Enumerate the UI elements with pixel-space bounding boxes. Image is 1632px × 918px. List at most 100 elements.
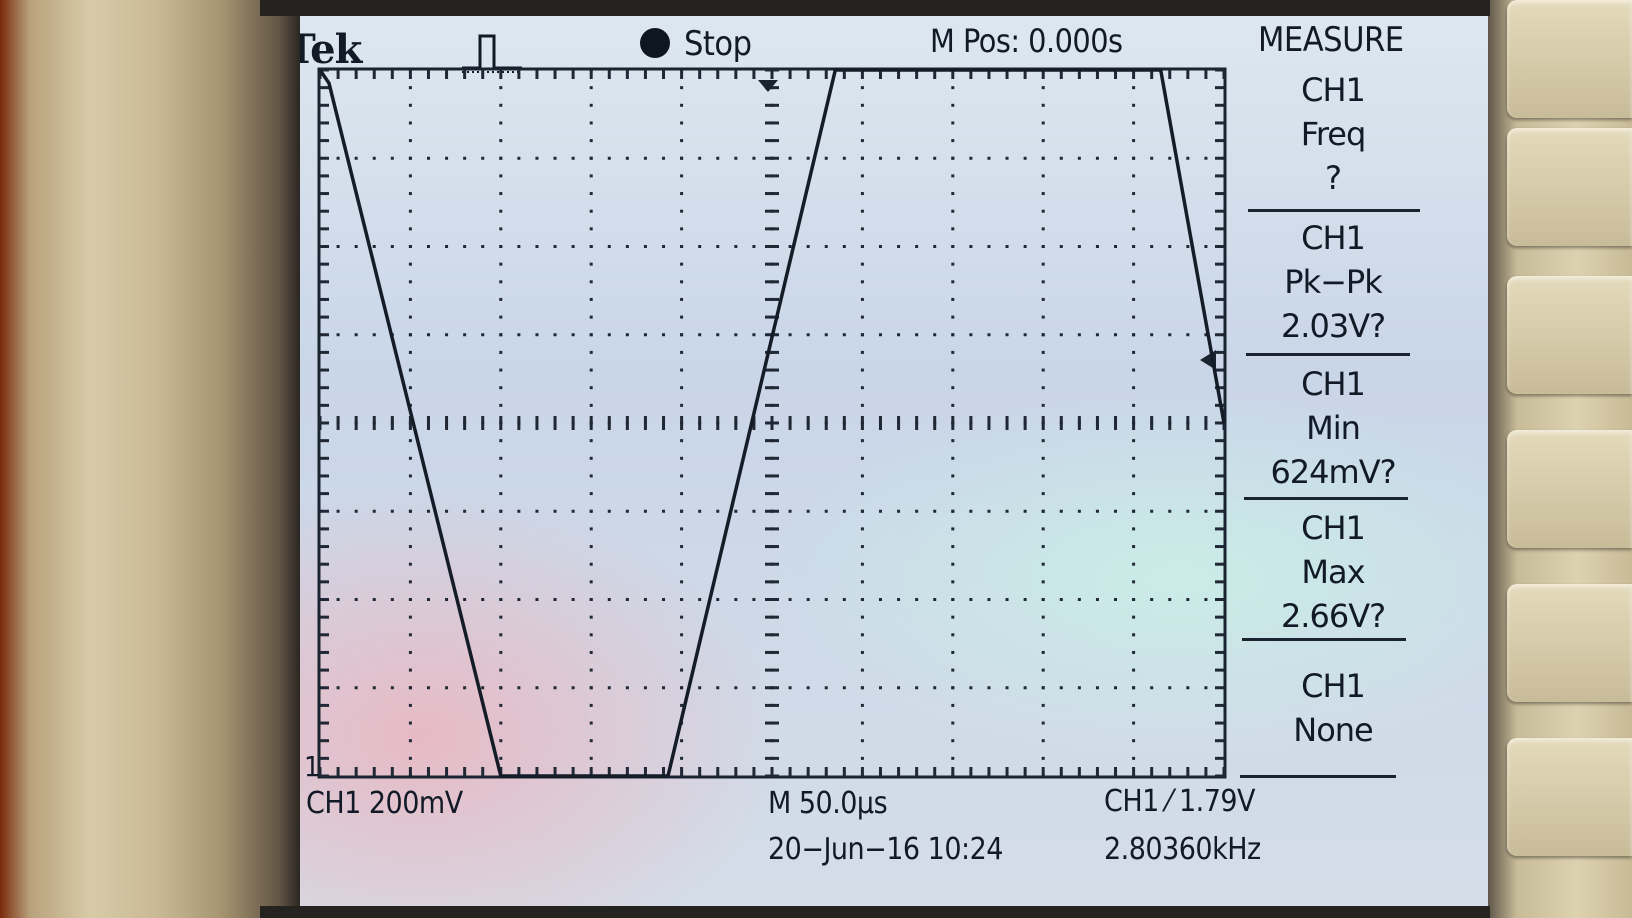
option-button-2[interactable]: [1507, 128, 1632, 246]
measurement-3[interactable]: CH1 Min 624mV?: [1240, 362, 1426, 494]
grid-dot: [1132, 245, 1136, 248]
border-tick: [1215, 439, 1224, 443]
grid-dot: [878, 509, 882, 513]
grid-dot: [499, 633, 503, 637]
grid-dot: [499, 474, 503, 478]
center-tick: [607, 416, 611, 430]
grid-dot: [1077, 686, 1081, 690]
grid-dot: [589, 474, 593, 478]
grid-dot: [860, 386, 864, 390]
grid-dot: [680, 262, 684, 266]
grid-dot: [860, 121, 864, 125]
grid-dot: [680, 174, 684, 178]
grid-dot: [860, 139, 864, 143]
measurement-2-source: CH1: [1301, 219, 1366, 257]
center-tick: [765, 598, 779, 601]
grid-dot: [680, 668, 684, 672]
grid-dot: [1077, 509, 1081, 513]
grid-dot: [408, 156, 412, 160]
border-tick: [1215, 68, 1224, 72]
center-tick: [408, 416, 412, 430]
grid-dot: [969, 333, 973, 337]
grid-dot: [680, 598, 684, 601]
border-tick: [320, 209, 329, 213]
grid-dot: [680, 192, 684, 196]
border-tick: [320, 121, 329, 125]
center-tick: [1023, 416, 1027, 430]
grid-dot: [680, 456, 684, 460]
grid-dot: [481, 245, 485, 248]
option-button-4[interactable]: [1507, 430, 1632, 548]
border-tick: [320, 527, 329, 531]
grid-dot: [1186, 509, 1190, 513]
grid-dot: [987, 156, 991, 160]
grid-dot: [390, 156, 394, 160]
grid-dot: [499, 403, 503, 407]
border-tick: [320, 139, 329, 143]
measurement-2-value: 2.03V?: [1280, 307, 1386, 345]
grid-dot: [499, 668, 503, 672]
grid-dot: [824, 333, 828, 337]
grid-dot: [680, 580, 684, 584]
border-tick: [1215, 633, 1224, 637]
grid-dot: [1204, 686, 1208, 690]
border-tick: [1132, 767, 1136, 776]
border-tick: [1041, 767, 1045, 776]
border-tick: [408, 70, 412, 79]
center-tick: [860, 416, 864, 430]
border-tick: [320, 456, 329, 460]
grid-dot: [625, 333, 629, 337]
grid-dot: [680, 121, 684, 125]
border-tick: [625, 70, 629, 79]
option-button-5[interactable]: [1507, 584, 1632, 702]
grid-dot: [408, 456, 412, 460]
measurement-3-value: 624mV?: [1270, 453, 1396, 491]
grid-dot: [860, 633, 864, 637]
grid-dot: [408, 368, 412, 372]
center-tick: [765, 668, 779, 672]
grid-dot: [408, 650, 412, 654]
center-tick: [1059, 416, 1063, 430]
measurement-2[interactable]: CH1 Pk−Pk 2.03V?: [1240, 216, 1426, 348]
grid-dot: [951, 562, 955, 566]
grid-dot: [408, 686, 412, 690]
center-tick: [765, 209, 779, 213]
grid-dot: [987, 598, 991, 601]
run-state-indicator: [640, 28, 670, 58]
grid-dot: [951, 456, 955, 460]
center-tick: [589, 416, 593, 430]
grid-dot: [1095, 686, 1099, 690]
grid-dot: [951, 756, 955, 760]
measurement-5[interactable]: CH1 None: [1240, 664, 1426, 752]
border-tick: [553, 767, 557, 776]
grid-dot: [390, 686, 394, 690]
measurement-4[interactable]: CH1 Max 2.66V?: [1240, 506, 1426, 638]
option-button-1[interactable]: [1507, 0, 1632, 118]
grid-dot: [408, 386, 412, 390]
measurement-1[interactable]: CH1 Freq ?: [1240, 68, 1426, 200]
measurement-5-source: CH1: [1301, 667, 1366, 705]
grid-dot: [1114, 245, 1118, 248]
grid-dot: [1041, 756, 1045, 760]
grid-dot: [1041, 245, 1045, 248]
oscilloscope-screen: Tek Stop M Pos: 0.000s MEASURE CH1 Freq …: [300, 16, 1488, 906]
grid-dot: [1059, 156, 1063, 160]
border-tick: [320, 280, 329, 284]
border-tick: [1215, 174, 1224, 178]
grid-dot: [842, 245, 846, 248]
border-tick: [1215, 103, 1224, 107]
grid-dot: [680, 297, 684, 301]
grid-dot: [860, 598, 864, 601]
border-tick: [1222, 70, 1226, 79]
grid-dot: [408, 227, 412, 231]
grid-dot: [1059, 686, 1063, 690]
option-button-3[interactable]: [1507, 276, 1632, 394]
grid-dot: [1041, 192, 1045, 196]
option-button-6[interactable]: [1507, 738, 1632, 856]
border-tick: [320, 474, 329, 478]
border-tick: [1005, 70, 1009, 79]
border-tick: [643, 70, 647, 79]
grid-dot: [933, 686, 937, 690]
grid-dot: [336, 598, 340, 601]
border-tick: [1215, 721, 1224, 725]
